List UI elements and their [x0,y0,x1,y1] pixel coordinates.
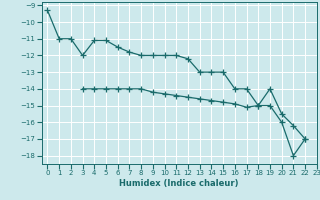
X-axis label: Humidex (Indice chaleur): Humidex (Indice chaleur) [119,179,239,188]
